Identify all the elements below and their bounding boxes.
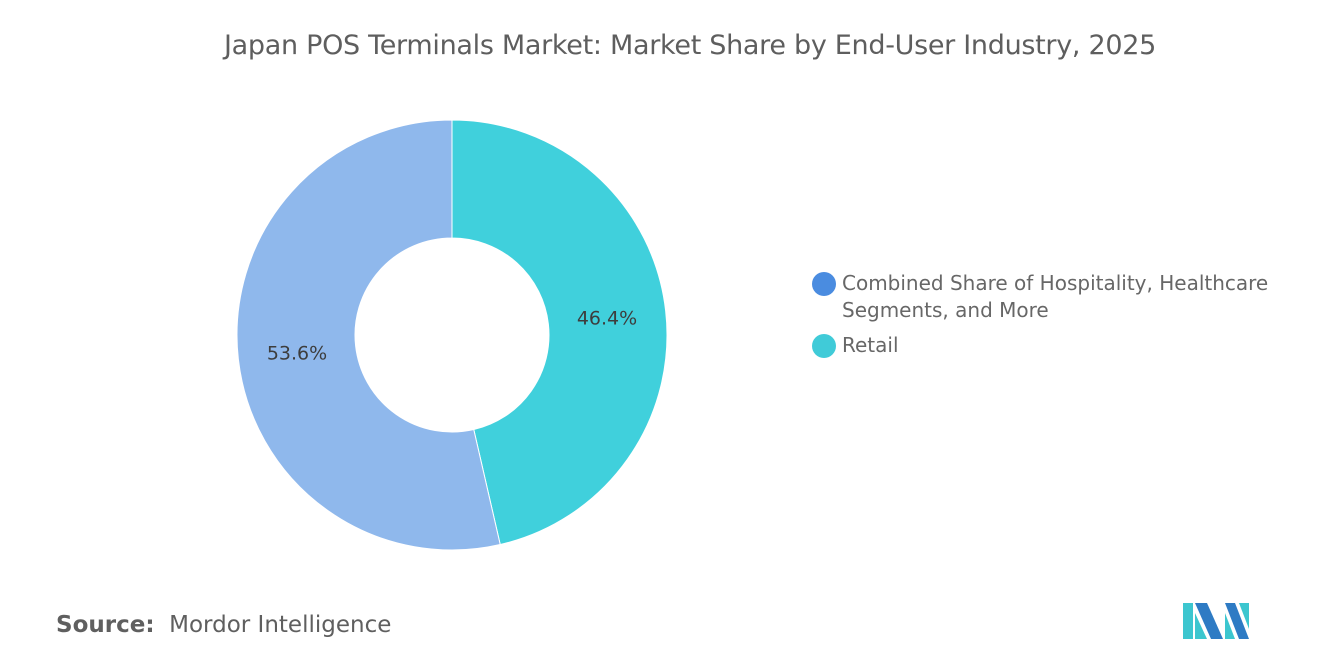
slice-retail [451,119,668,546]
source-note: Source: Mordor Intelligence [56,612,391,638]
legend-swatch-icon [812,334,836,358]
source-value: Mordor Intelligence [169,612,392,638]
legend-item: Retail [812,332,1292,359]
slice-combined-share-of-hospitality-healthcare-segments-and-more [236,119,501,551]
slice-label: 53.6% [267,343,327,365]
legend-label: Combined Share of Hospitality, Healthcar… [842,271,1269,322]
donut-chart: 46.4% 53.6% [236,119,668,551]
slice-label: 46.4% [577,307,637,329]
legend-label: Retail [842,333,899,357]
source-label: Source: [56,612,155,638]
legend: Combined Share of Hospitality, Healthcar… [812,270,1292,367]
legend-swatch-icon [812,272,836,296]
chart-title: Japan POS Terminals Market: Market Share… [224,30,1156,61]
legend-item: Combined Share of Hospitality, Healthcar… [812,270,1292,324]
mordor-logo-icon [1183,603,1249,639]
